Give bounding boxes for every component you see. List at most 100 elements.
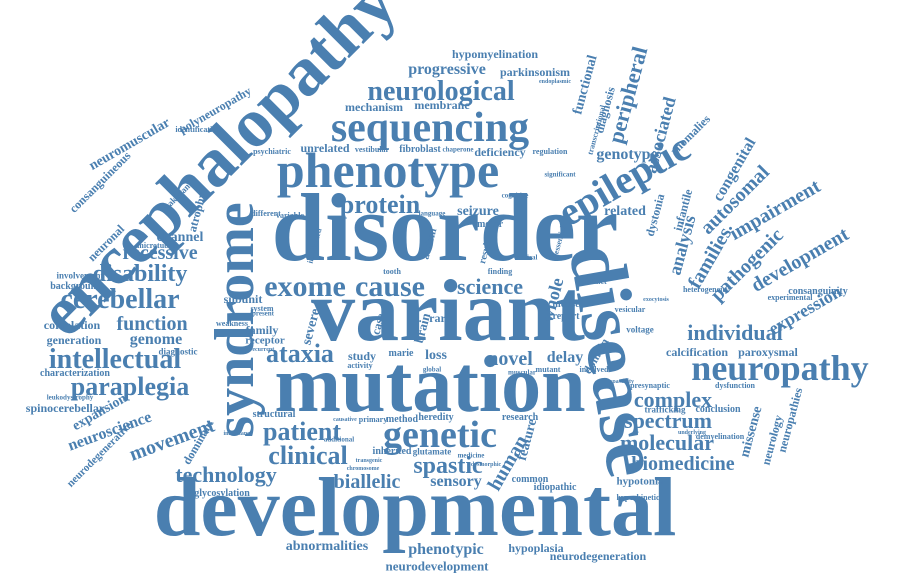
word-vestibular: vestibular xyxy=(354,145,390,154)
word-correlation: correlation xyxy=(43,318,101,332)
word-clinical: clinical xyxy=(268,441,348,470)
word-sequencing: sequencing xyxy=(330,105,530,151)
word-glycosylation: glycosylation xyxy=(194,488,250,499)
word-science: science xyxy=(457,274,523,299)
word-leukodystrophy: leukodystrophy xyxy=(46,393,94,402)
word-system: system xyxy=(250,304,274,313)
word-phenotypic: phenotypic xyxy=(408,541,484,558)
word-variable: variable xyxy=(276,211,304,220)
word-involved: involved xyxy=(579,365,609,374)
word-significant: significant xyxy=(544,170,576,179)
word-weakness: weakness xyxy=(215,319,249,328)
word-transgenic: transgenic xyxy=(355,458,383,464)
word-inherited: inherited xyxy=(372,446,412,457)
word-genetic: genetic xyxy=(383,414,497,456)
word-heterogeneity: heterogeneity xyxy=(682,285,730,294)
word-spastic: spastic xyxy=(413,453,483,479)
word-complex: complex xyxy=(633,387,713,412)
word-dystonia: dystonia xyxy=(642,192,668,238)
word-neurological: neurological xyxy=(367,76,515,107)
word-study: study xyxy=(347,349,377,363)
word-biallelic: biallelic xyxy=(333,471,401,493)
word-subunit: subunit xyxy=(223,292,263,306)
word-distinct: distinct xyxy=(581,277,607,286)
word-common: common xyxy=(511,474,549,485)
word-protein: protein xyxy=(339,190,421,219)
word-recurrent: recurrent xyxy=(249,347,275,353)
word-mutant: mutant xyxy=(535,365,561,374)
word-underlying: underlying xyxy=(677,430,707,436)
word-neurodevelopment: neurodevelopment xyxy=(385,558,489,574)
word-cause: cause xyxy=(355,270,425,303)
word-sensory: sensory xyxy=(430,473,482,490)
word-different: different xyxy=(251,209,281,218)
word-neurodegeneration: neurodegeneration xyxy=(549,549,647,563)
word-vesicular: vesicular xyxy=(614,305,646,314)
word-patient: patient xyxy=(263,417,341,446)
word-conclusion: conclusion xyxy=(695,404,741,415)
word-activity: activity xyxy=(347,361,373,370)
word-disability: disability xyxy=(92,261,188,287)
word-exome: exome xyxy=(264,270,346,303)
word-channel: channel xyxy=(156,230,204,245)
word-function: function xyxy=(116,313,188,335)
word-calcification: calcification xyxy=(666,345,728,359)
word-idiopathic: idiopathic xyxy=(533,482,577,493)
word-recessive: recessive xyxy=(122,242,198,264)
word-neuropathy: neuropathy xyxy=(691,348,869,388)
word-spectrum: spectrum xyxy=(624,408,712,433)
word-consanguinity: consanguinity xyxy=(788,286,848,297)
word-fibroblast: fibroblast xyxy=(399,144,441,155)
word-seizure: seizure xyxy=(457,204,499,219)
word-unrelated: unrelated xyxy=(300,141,350,155)
word-report: report xyxy=(552,311,580,322)
word-cognitive: cognitive xyxy=(501,191,529,200)
word-demyelination: demyelination xyxy=(695,432,745,441)
word-hypomyelination: hypomyelination xyxy=(451,47,539,61)
word-family: family xyxy=(245,323,279,337)
word-chromosome: chromosome xyxy=(346,466,380,472)
word-experimental: experimental xyxy=(767,293,813,302)
word-mutation: mutation xyxy=(274,341,586,429)
word-membrane: membrane xyxy=(414,98,470,112)
word-cerebellar: cerebellar xyxy=(60,284,180,315)
word-receptor: receptor xyxy=(245,334,285,347)
word-microtubule: microtubule xyxy=(137,241,179,250)
word-ataxia: ataxia xyxy=(266,339,334,368)
word-developmental: developmental xyxy=(153,461,677,554)
word-trafficking: trafficking xyxy=(644,404,686,415)
word-progressive: progressive xyxy=(408,61,486,78)
word-individual: individual xyxy=(687,320,783,345)
word-muscular: muscular xyxy=(508,368,536,377)
word-research: research xyxy=(501,412,539,423)
word-regulation: regulation xyxy=(532,147,568,156)
word-tooth: tooth xyxy=(383,267,401,276)
word-structural: structural xyxy=(252,409,296,420)
word-technology: technology xyxy=(175,462,277,487)
word-inheritance: inheritance xyxy=(223,431,253,437)
word-paraplegia: paraplegia xyxy=(70,372,190,401)
word-method: method xyxy=(385,414,419,425)
word-critical: critical xyxy=(516,253,538,262)
word-involvement: involvement xyxy=(56,270,104,281)
word-abnormalities: abnormalities xyxy=(285,539,369,554)
word-characterization: characterization xyxy=(40,368,110,379)
word-spasticity: spasticity xyxy=(610,379,634,385)
word-language: language xyxy=(418,209,446,218)
word-voltage: voltage xyxy=(626,324,654,335)
word-generation: generation xyxy=(46,333,102,347)
word-causative: causative xyxy=(333,417,357,423)
word-loss: loss xyxy=(425,348,447,363)
word-related: related xyxy=(604,204,646,219)
word-phenotype: phenotype xyxy=(276,142,500,198)
word-biomedicine: biomedicine xyxy=(631,453,735,475)
word-hyperkinetic: hyperkinetic xyxy=(616,493,660,502)
word-molecular: molecular xyxy=(619,430,715,455)
word-spinocerebellar: spinocerebellar xyxy=(25,401,105,415)
word-intellectual: intellectual xyxy=(48,344,182,375)
word-mouse: mouse xyxy=(552,299,580,310)
word-psychiatric: psychiatric xyxy=(253,147,291,156)
word-primary: primary xyxy=(358,415,388,424)
word-variant: variant xyxy=(311,263,585,360)
